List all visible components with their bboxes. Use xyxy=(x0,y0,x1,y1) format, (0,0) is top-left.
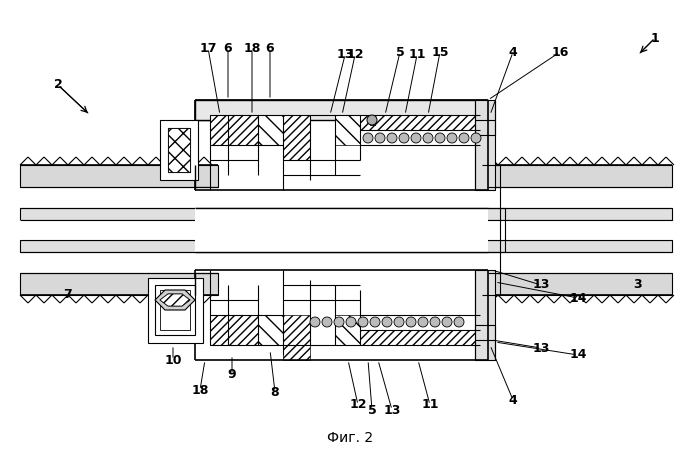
Circle shape xyxy=(346,317,356,327)
Circle shape xyxy=(363,133,373,143)
Text: 4: 4 xyxy=(509,394,517,407)
Text: 16: 16 xyxy=(552,45,569,58)
Bar xyxy=(20,240,672,252)
Bar xyxy=(20,165,218,187)
Polygon shape xyxy=(335,315,360,345)
Text: 6: 6 xyxy=(224,42,232,55)
Circle shape xyxy=(367,115,377,125)
Bar xyxy=(20,208,672,220)
Text: 17: 17 xyxy=(199,42,217,55)
Circle shape xyxy=(310,317,320,327)
Circle shape xyxy=(382,317,392,327)
Text: 11: 11 xyxy=(408,49,426,62)
Text: 10: 10 xyxy=(164,353,182,367)
Text: 13: 13 xyxy=(533,279,549,292)
Polygon shape xyxy=(360,115,480,130)
Polygon shape xyxy=(283,115,310,160)
Text: 14: 14 xyxy=(569,349,586,362)
Circle shape xyxy=(322,317,332,327)
Text: 12: 12 xyxy=(350,399,367,412)
Text: 9: 9 xyxy=(228,369,236,382)
Bar xyxy=(195,100,488,120)
Polygon shape xyxy=(168,128,190,172)
Text: 2: 2 xyxy=(54,79,62,92)
Circle shape xyxy=(447,133,457,143)
Bar xyxy=(475,270,495,360)
Text: 14: 14 xyxy=(569,292,586,305)
Bar xyxy=(482,165,672,187)
Text: 6: 6 xyxy=(266,42,274,55)
Text: 3: 3 xyxy=(634,279,642,292)
Circle shape xyxy=(334,317,344,327)
Polygon shape xyxy=(155,290,195,310)
Text: 5: 5 xyxy=(368,403,376,417)
Text: 18: 18 xyxy=(243,42,261,55)
Polygon shape xyxy=(258,115,283,145)
Polygon shape xyxy=(360,330,480,345)
Text: Фиг. 2: Фиг. 2 xyxy=(327,431,373,445)
Text: 4: 4 xyxy=(509,45,517,58)
Polygon shape xyxy=(258,315,283,345)
Bar xyxy=(475,100,495,190)
Polygon shape xyxy=(283,315,310,360)
Circle shape xyxy=(406,317,416,327)
Circle shape xyxy=(471,133,481,143)
Polygon shape xyxy=(210,315,258,345)
Circle shape xyxy=(454,317,464,327)
Polygon shape xyxy=(160,294,190,306)
Circle shape xyxy=(442,317,452,327)
Circle shape xyxy=(423,133,433,143)
Bar xyxy=(148,278,203,343)
Text: 1: 1 xyxy=(651,31,659,44)
Text: 7: 7 xyxy=(64,288,73,301)
Circle shape xyxy=(399,133,409,143)
Bar xyxy=(370,115,375,125)
Text: 13: 13 xyxy=(533,342,549,355)
Polygon shape xyxy=(210,115,258,145)
Text: 5: 5 xyxy=(396,45,405,58)
Bar xyxy=(20,220,672,240)
Text: 13: 13 xyxy=(336,49,354,62)
Bar xyxy=(20,273,218,295)
Text: 15: 15 xyxy=(431,45,449,58)
Text: 13: 13 xyxy=(383,403,401,417)
Polygon shape xyxy=(160,294,190,306)
Circle shape xyxy=(358,317,368,327)
Bar xyxy=(482,273,672,295)
Circle shape xyxy=(375,133,385,143)
Circle shape xyxy=(394,317,404,327)
Bar xyxy=(160,120,198,180)
Circle shape xyxy=(430,317,440,327)
Circle shape xyxy=(459,133,469,143)
Circle shape xyxy=(418,317,428,327)
Bar xyxy=(168,128,190,172)
Bar xyxy=(195,208,488,252)
Text: 18: 18 xyxy=(192,383,209,396)
Circle shape xyxy=(370,317,380,327)
Circle shape xyxy=(411,133,421,143)
Polygon shape xyxy=(195,100,488,120)
Bar xyxy=(155,285,195,335)
Text: 12: 12 xyxy=(346,49,363,62)
Circle shape xyxy=(435,133,445,143)
Polygon shape xyxy=(335,115,360,145)
Text: 8: 8 xyxy=(271,386,280,399)
Bar xyxy=(160,290,190,330)
Text: 11: 11 xyxy=(421,399,439,412)
Circle shape xyxy=(387,133,397,143)
